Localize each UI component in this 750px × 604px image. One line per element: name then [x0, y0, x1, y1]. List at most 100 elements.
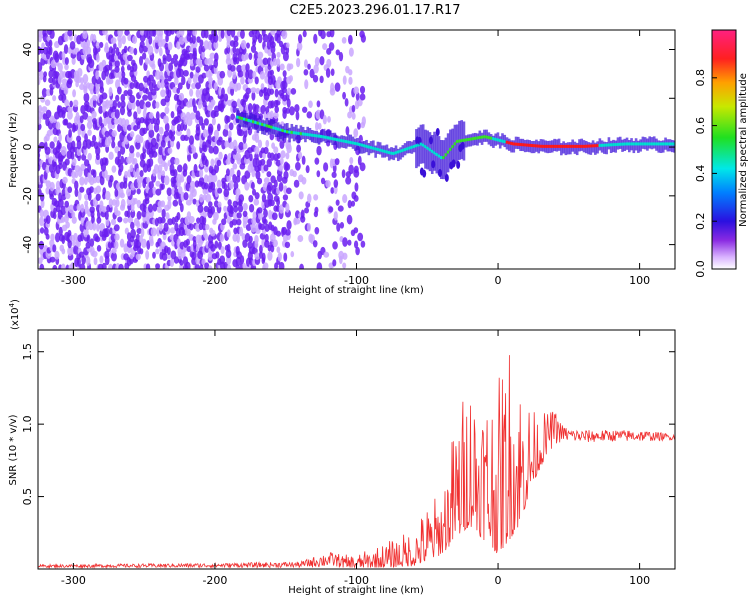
spectrogram-band-cell — [639, 139, 642, 152]
spectrogram-ridge-cell — [385, 150, 389, 154]
spectrogram-ridge-cell — [541, 144, 545, 148]
spectrogram-noise-cell — [267, 181, 273, 192]
spectrogram-noise-cell — [108, 263, 113, 269]
spectrogram-band-cell — [603, 141, 606, 154]
spectrogram-ridge-cell — [365, 144, 368, 148]
spectrogram-noise-cell — [175, 129, 182, 137]
spectrogram-noise-cell — [182, 69, 189, 77]
spectrogram-noise-cell — [252, 157, 257, 168]
spectrogram-noise-cell — [39, 263, 45, 269]
spectrogram-noise-cell — [348, 47, 354, 57]
spectrogram-y-tick-label: 0 — [21, 144, 34, 151]
spectrogram-noise-cell — [240, 76, 245, 85]
spectrogram-band-cell — [476, 133, 479, 146]
spectrogram-noise-cell — [249, 203, 255, 213]
spectrogram-ridge-cell — [252, 120, 255, 124]
spectrogram-ridge-cell — [408, 146, 411, 150]
spectrogram-noise-cell — [41, 106, 48, 113]
snr-y-ticks: 0.5 1.0 1.5 — [21, 343, 675, 505]
spectrogram-noise-cell — [157, 164, 163, 174]
spectrogram-noise-cell — [61, 248, 66, 255]
spectrogram-ridge-cell — [301, 132, 305, 136]
spectrogram-noise-cell — [95, 41, 100, 49]
spectrogram-noise-cell — [189, 71, 194, 79]
spectrogram-noise-cell — [164, 122, 170, 133]
spectrogram-noise-cell — [263, 164, 269, 172]
spectrogram-ridge-cell — [673, 142, 675, 146]
spectrogram-noise-cell — [96, 216, 102, 224]
spectrogram-noise-cell — [281, 30, 288, 40]
colorbar-tick-label: 0.4 — [694, 165, 707, 183]
spectrogram-noise-cell — [89, 238, 95, 247]
spectrogram-noise-cell — [129, 164, 134, 173]
spectrogram-noise-cell — [45, 233, 50, 240]
spectrogram-noise-cell — [301, 176, 307, 185]
spectrogram-noise-cell — [95, 185, 102, 194]
spectrogram-noise-cell — [39, 227, 45, 234]
spectrogram-noise-cell — [232, 70, 237, 80]
spectrogram-ridge-cell — [562, 144, 565, 148]
spectrogram-ridge-cell — [247, 118, 251, 122]
spectrogram-ridge-cell — [517, 142, 520, 146]
spectrogram-noise-cell — [328, 206, 334, 213]
spectrogram-ridge-cell — [430, 149, 434, 153]
spectrogram-band-cell — [661, 140, 665, 153]
spectrogram-noise-cell — [263, 146, 269, 155]
spectrogram-noise-cell — [247, 69, 254, 80]
spectrogram-noise-cell — [40, 199, 45, 209]
spectrogram-noise-cell — [330, 68, 335, 76]
spectrogram-noise-cell — [195, 123, 200, 131]
spectrogram-noise-cell — [195, 110, 201, 121]
spectrogram-ridge-cell — [399, 149, 402, 153]
spectrogram-noise-cell — [64, 99, 70, 107]
spectrogram-noise-cell — [114, 188, 119, 197]
spectrogram-noise-cell — [357, 121, 361, 130]
spectrogram-noise-cell — [235, 152, 242, 162]
spectrogram-band-cell — [566, 142, 570, 155]
spectrogram-noise-cell — [269, 152, 275, 161]
spectrogram-ridge-cell — [415, 144, 418, 148]
spectrogram-noise-cell — [67, 105, 73, 113]
spectrogram-noise-cell — [208, 82, 213, 90]
spectrogram-ridge-cell — [435, 152, 439, 156]
spectrogram-noise-cell — [260, 83, 265, 90]
spectrogram-noise-cell — [102, 187, 107, 196]
spectrogram-noise-cell — [316, 262, 323, 269]
spectrogram-noise-cell — [95, 236, 101, 243]
spectrogram-band-cell — [378, 142, 382, 155]
spectrogram-noise-cell — [87, 129, 92, 136]
spectrogram-noise-cell — [361, 116, 366, 126]
spectrogram-noise-cell — [63, 118, 69, 126]
spectrogram-noise-cell — [197, 59, 203, 68]
spectrogram-noise-cell — [236, 233, 240, 244]
spectrogram-noise-cell — [278, 40, 284, 48]
spectrogram-noise-cell — [179, 30, 185, 37]
spectrogram-noise-cell — [330, 187, 335, 194]
spectrogram-noise-cell — [178, 68, 184, 78]
spectrogram-noise-cell — [173, 256, 179, 264]
spectrogram-x-label: Height of straight line (km) — [288, 285, 424, 296]
spectrogram-noise-cell — [87, 152, 92, 161]
spectrogram-noise-cell — [208, 76, 213, 84]
spectrogram-band-cell — [530, 140, 534, 154]
spectrogram-noise-cell — [236, 98, 241, 108]
spectrogram-noise-cell — [44, 99, 51, 106]
spectrogram-noise-cell — [334, 82, 341, 92]
spectrogram-noise-cell — [297, 34, 303, 44]
spectrogram-noise-cell — [294, 218, 301, 225]
spectrogram-noise-cell — [136, 227, 143, 235]
spectrogram-ridge-cell — [628, 142, 631, 146]
spectrogram-noise-cell — [79, 186, 85, 193]
spectrogram-noise-cell — [238, 129, 245, 137]
spectrogram-ridge-cell — [306, 133, 309, 137]
spectrogram-noise-cell — [273, 179, 278, 189]
colorbar-ticks: 0.0 0.2 0.4 0.6 0.8 — [694, 29, 737, 278]
spectrogram-noise-cell — [119, 106, 126, 116]
spectrogram-noise-cell — [115, 94, 120, 102]
spectrogram-noise-cell — [240, 30, 245, 39]
spectrogram-noise-cell — [170, 124, 175, 132]
spectrogram-noise-cell — [232, 174, 237, 183]
spectrogram-noise-cell — [166, 187, 172, 196]
spectrogram-noise-cell — [240, 255, 245, 265]
spectrogram-noise-cell — [115, 199, 120, 208]
